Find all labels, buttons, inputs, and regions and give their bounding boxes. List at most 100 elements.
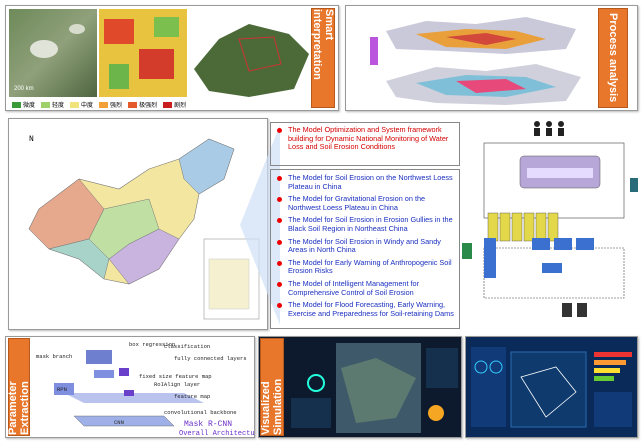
- satellite-patch: [30, 40, 58, 58]
- legend-swatch: [163, 101, 173, 108]
- satellite-patch: [69, 24, 85, 34]
- model-list: The Model for Soil Erosion on the Northw…: [270, 169, 460, 329]
- gauge: [489, 360, 503, 374]
- erosion-zone: [109, 64, 129, 89]
- roi: [119, 368, 129, 376]
- smart-panel: 200 km 微度 轻度 中度 强烈 极强烈 剧烈: [5, 5, 339, 111]
- section-label: Smart interpretation: [311, 8, 335, 108]
- imagery: [9, 9, 309, 97]
- scale-label: 200 km: [14, 86, 34, 92]
- widget: [426, 348, 458, 388]
- process-panel: [345, 5, 638, 111]
- section-label: Parameter Extraction: [7, 338, 31, 436]
- legend-item: 极强烈: [128, 100, 157, 109]
- map-region: [178, 138, 235, 195]
- diagram-label: fully connected layers: [174, 355, 247, 362]
- roi: [124, 390, 134, 396]
- monitor-dashboard: [471, 347, 632, 428]
- legend-swatch: [12, 101, 21, 108]
- model-item: The Model for Soil Erosion on the Northw…: [274, 173, 456, 191]
- model-item: The Model Optimization and System framew…: [274, 125, 456, 152]
- terrain-3d: [194, 24, 309, 97]
- bars: [594, 352, 632, 381]
- legend-item: 中度: [70, 100, 93, 109]
- erosion-zone: [104, 19, 134, 44]
- mask-block: [86, 350, 112, 364]
- gauge: [474, 360, 488, 374]
- flowchart: [462, 118, 638, 330]
- icon: [428, 405, 444, 421]
- feature-map: [64, 393, 204, 403]
- param-panel: box regression classification fully conn…: [5, 336, 255, 438]
- legend-item: 微度: [12, 100, 35, 109]
- gauge: [307, 374, 325, 392]
- rpn-block: [54, 383, 74, 395]
- diagram-label: feature map: [174, 393, 210, 400]
- legend-item: 轻度: [41, 100, 64, 109]
- legend-label: 轻度: [52, 103, 65, 109]
- map-zone: [446, 33, 516, 45]
- diagram-title: Mask R-CNN: [184, 420, 232, 429]
- erosion-zone: [139, 49, 174, 79]
- diagram-label: classification: [164, 343, 210, 350]
- erosion-zone: [154, 17, 179, 37]
- diagram-label: fixed size feature map: [139, 373, 212, 380]
- model-item: The Model of Intelligent Management for …: [274, 279, 456, 297]
- model-item: The Model for Soil Erosion in Erosion Gu…: [274, 216, 456, 233]
- model-boxes: [487, 212, 559, 242]
- legend-label: 强烈: [110, 103, 123, 109]
- map-zone: [456, 79, 526, 93]
- terrain: [341, 358, 416, 423]
- inset-map: [208, 258, 250, 310]
- map-panel: N: [8, 118, 268, 330]
- legend-swatch: [99, 101, 109, 108]
- legend-item: 强烈: [99, 100, 122, 109]
- route: [520, 366, 577, 418]
- diagram-label: mask branch: [36, 353, 72, 360]
- model-item: The Model for Flood Forecasting, Early W…: [274, 300, 456, 318]
- users: [534, 121, 564, 136]
- legend-swatch: [41, 101, 51, 108]
- legend-item: 剧烈: [163, 100, 186, 109]
- outputs: [562, 303, 587, 317]
- map-view: [510, 351, 587, 428]
- widget: [594, 392, 632, 427]
- device: [462, 243, 472, 259]
- diagram-label: RPN: [57, 386, 67, 393]
- dashboard: [291, 343, 458, 433]
- legend-label: 极强烈: [139, 103, 158, 109]
- cnn-block: [73, 415, 175, 427]
- process-maps: [370, 17, 581, 105]
- legend-swatch: [128, 101, 138, 108]
- fc-block: [94, 370, 114, 378]
- platform-inner: [527, 168, 593, 178]
- device: [630, 178, 638, 192]
- widget: [291, 398, 331, 428]
- databases: [484, 238, 594, 278]
- model-item: The Model for Gravitational Erosion on t…: [274, 194, 456, 212]
- north-arrow: N: [29, 135, 34, 144]
- model-item: The Model for Soil Erosion in Windy and …: [274, 237, 456, 255]
- diagram-label: convolutional backbone: [164, 409, 237, 416]
- section-label: Process analysis: [598, 8, 628, 108]
- monitor-panel: [465, 336, 638, 438]
- legend: 微度 轻度 中度 强烈 极强烈 剧烈: [12, 100, 186, 109]
- terrain-outline: [238, 36, 282, 72]
- flowchart-svg: [462, 121, 638, 317]
- legend-label: 中度: [81, 103, 94, 109]
- diagram-label: RoIAlign layer: [154, 381, 200, 388]
- main-model: The Model Optimization and System framew…: [270, 122, 460, 166]
- legend-label: 剧烈: [174, 103, 187, 109]
- maskrcnn-diagram: box regression classification fully conn…: [36, 341, 254, 438]
- sim-panel: [258, 336, 462, 438]
- legend-swatch: [70, 101, 80, 108]
- diagram-subtitle: Overall Architecture: [179, 430, 254, 438]
- diagram-label: box regression: [129, 341, 175, 348]
- widget: [471, 347, 506, 427]
- diagram-label: CNN: [114, 419, 124, 426]
- model-item: The Model for Early Warning of Anthropog…: [274, 258, 456, 276]
- map-region: [108, 228, 180, 285]
- legend-label: 微度: [23, 103, 36, 109]
- colorbar: [370, 37, 378, 65]
